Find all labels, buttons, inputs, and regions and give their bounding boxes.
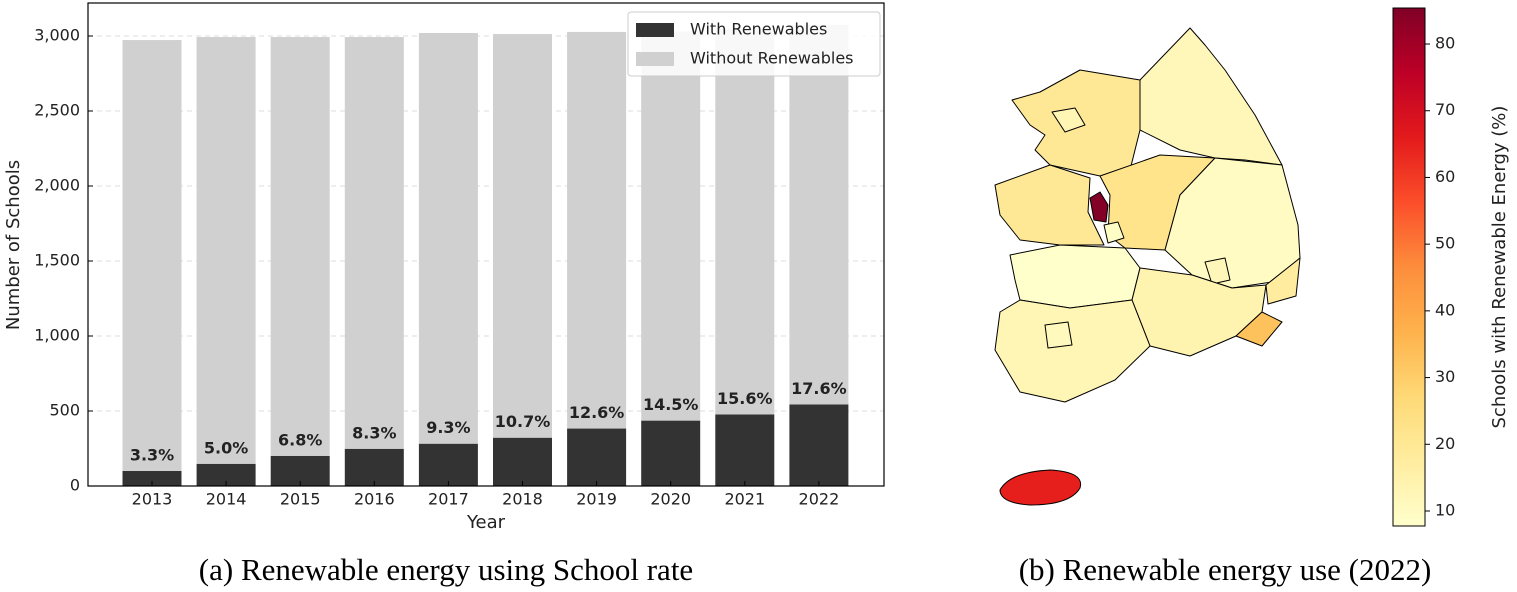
data-label: 9.3% [426,418,470,437]
x-tick-label: 2014 [206,490,247,509]
data-label: 17.6% [791,379,847,398]
y-tick-label: 500 [49,401,80,420]
data-label: 3.3% [130,446,174,465]
x-tick-label: 2021 [724,490,765,509]
data-label: 12.6% [569,403,625,422]
region [1089,191,1109,223]
bar [567,31,627,429]
bar [344,37,404,449]
y-tick-label: 1,000 [34,326,80,345]
data-label: 15.6% [717,389,773,408]
region [1103,221,1125,244]
bar [641,31,701,421]
region [1204,257,1231,285]
region [999,469,1082,506]
y-tick-label: 3,000 [34,26,80,45]
region [994,164,1105,246]
plot-frame [87,2,885,487]
colorbar-tick-label: 10 [1435,500,1455,519]
bar [196,463,256,486]
y-tick-label: 2,000 [34,176,80,195]
y-tick-label: 0 [70,476,80,495]
bar [493,437,552,486]
y-tick-label: 1,500 [34,251,80,270]
region [994,299,1151,403]
region [1009,244,1141,309]
bar [270,37,330,456]
x-tick-label: 2019 [576,490,617,509]
region [1235,311,1283,347]
colorbar-tick-label: 70 [1435,100,1455,119]
x-tick-label: 2020 [650,490,691,509]
x-tick-label: 2017 [428,490,469,509]
colorbar-label: Schools with Renewable Energy (%) [1489,106,1510,429]
x-tick-label: 2022 [799,490,840,509]
caption: (b) Renewable energy use (2022) [1019,552,1432,587]
bar [344,448,404,486]
data-label: 14.5% [643,395,699,414]
caption: (a) Renewable energy using School rate [199,552,693,587]
bar [196,37,256,464]
colorbar-tick-label: 30 [1435,367,1455,386]
x-axis-label: Year [466,512,506,533]
y-tick-label: 2,500 [34,101,80,120]
region [1051,107,1086,133]
y-axis-label: Number of Schools [3,160,24,330]
data-label: 10.7% [495,412,551,431]
x-tick-label: 2018 [502,490,543,509]
x-tick-label: 2013 [132,490,173,509]
colorbar-tick-label: 50 [1435,234,1455,253]
data-label: 8.3% [352,423,396,442]
legend-swatch [636,52,674,66]
colorbar-tick-label: 20 [1435,434,1455,453]
bar [122,40,182,472]
data-label: 6.8% [278,430,322,449]
region [1139,27,1283,166]
legend-swatch [636,23,674,37]
bar [418,33,478,444]
legend-label: Without Renewables [690,49,854,68]
region [1131,267,1267,357]
x-tick-label: 2015 [280,490,321,509]
bar [418,443,478,486]
bar [789,404,849,486]
bar [567,428,627,486]
bar [715,28,775,415]
colorbar-tick-label: 40 [1435,300,1455,319]
bar [641,420,701,486]
bar [789,24,849,405]
bar [122,471,182,486]
bar [270,455,330,486]
colorbar-tick-label: 60 [1435,167,1455,186]
region [1044,321,1073,349]
bar [493,34,552,438]
colorbar-tick-label: 80 [1435,34,1455,53]
colorbar [1392,7,1426,527]
legend-box [627,11,881,77]
legend-label: With Renewables [690,20,827,39]
x-tick-label: 2016 [354,490,395,509]
data-label: 5.0% [204,438,248,457]
region [1265,257,1301,305]
bar [715,414,775,486]
